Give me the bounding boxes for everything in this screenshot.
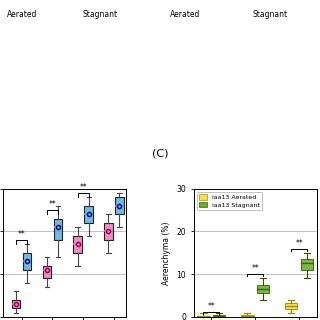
PathPatch shape — [23, 253, 31, 270]
PathPatch shape — [84, 206, 93, 223]
Text: **: ** — [252, 264, 259, 273]
PathPatch shape — [301, 259, 313, 270]
PathPatch shape — [241, 315, 253, 316]
Legend: iaa13 Aerated, iaa13 Stagnant: iaa13 Aerated, iaa13 Stagnant — [197, 192, 262, 210]
PathPatch shape — [104, 223, 113, 240]
Text: iaa13: iaa13 — [225, 0, 252, 1]
Text: **: ** — [18, 230, 26, 239]
Y-axis label: Aerenchyma (%): Aerenchyma (%) — [162, 221, 171, 284]
Text: (C): (C) — [152, 148, 168, 159]
Text: **: ** — [49, 200, 56, 209]
PathPatch shape — [213, 315, 226, 316]
Text: WT: WT — [52, 0, 68, 1]
Text: Aerated: Aerated — [170, 10, 200, 19]
PathPatch shape — [115, 197, 124, 214]
PathPatch shape — [43, 266, 51, 278]
Text: Stagnant: Stagnant — [83, 10, 118, 19]
Text: **: ** — [79, 183, 87, 192]
Text: Stagnant: Stagnant — [252, 10, 287, 19]
Text: **: ** — [295, 239, 303, 248]
PathPatch shape — [54, 219, 62, 240]
Text: **: ** — [207, 302, 215, 311]
PathPatch shape — [12, 300, 20, 308]
Text: Aerated: Aerated — [7, 10, 37, 19]
PathPatch shape — [257, 285, 269, 293]
PathPatch shape — [285, 303, 298, 309]
PathPatch shape — [73, 236, 82, 253]
